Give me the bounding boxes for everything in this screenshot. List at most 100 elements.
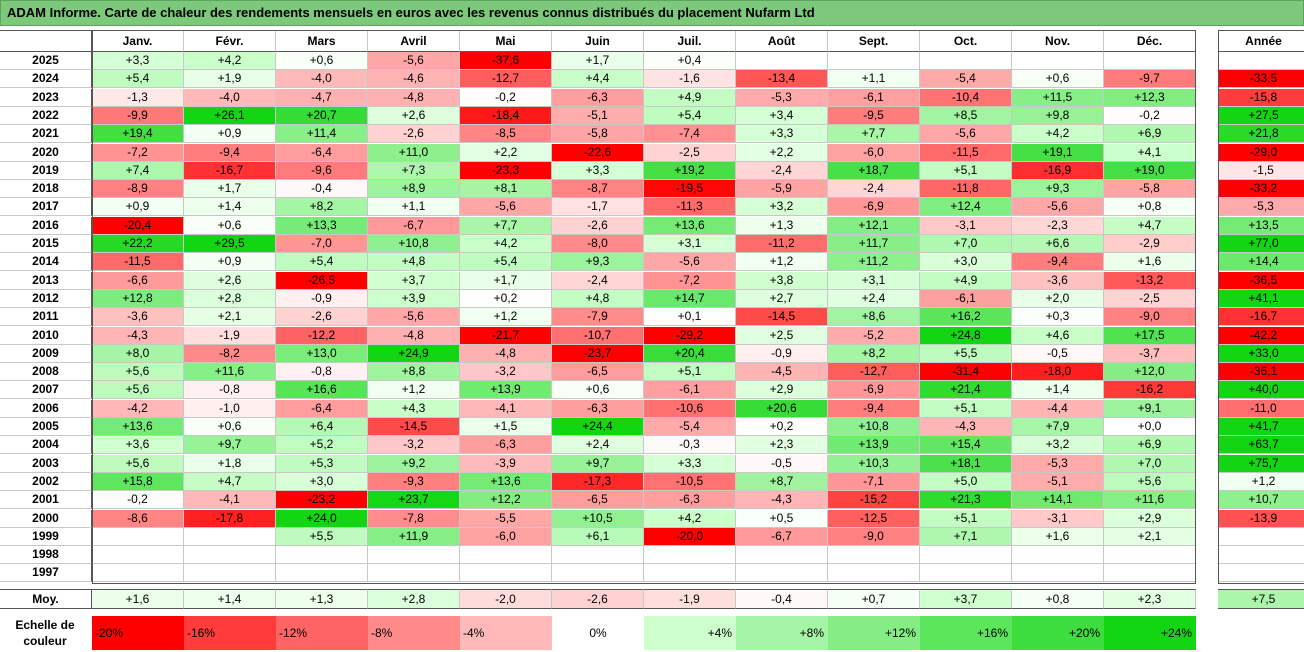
heatmap-cell: -6,5 xyxy=(552,363,644,382)
heatmap-cell: +13,9 xyxy=(828,436,920,455)
heatmap-cell: -2,4 xyxy=(552,271,644,290)
heatmap-cell: +4,7 xyxy=(1104,216,1196,235)
year-label: 2002 xyxy=(0,472,92,491)
heatmap-cell: -14,5 xyxy=(368,418,460,436)
heatmap-cell: +11,5 xyxy=(1012,88,1104,107)
heatmap-cell: +1,2 xyxy=(736,253,828,272)
heatmap-cell: -6,7 xyxy=(736,527,828,546)
year-label: 2008 xyxy=(0,363,92,382)
heatmap-cell: -2,6 xyxy=(552,216,644,235)
heatmap-cell: +3,0 xyxy=(920,253,1012,272)
heatmap-cell: +21,4 xyxy=(920,381,1012,400)
year-label: 1997 xyxy=(0,564,92,583)
annual-return-cell: +27,5 xyxy=(1218,106,1304,125)
annual-return-cell: +63,7 xyxy=(1218,436,1304,455)
heatmap-cell: -20,0 xyxy=(644,527,736,546)
color-scale-swatch: -16% xyxy=(184,616,276,650)
heatmap-cell: -6,7 xyxy=(368,216,460,235)
heatmap-cell: -4,8 xyxy=(368,88,460,107)
annual-return-cell: +75,7 xyxy=(1218,454,1304,473)
heatmap-cell: -7,1 xyxy=(828,472,920,491)
year-label: 2025 xyxy=(0,52,92,70)
heatmap-cell: -4,3 xyxy=(92,326,184,345)
heatmap-cell: +4,9 xyxy=(644,88,736,107)
heatmap-cell xyxy=(1012,52,1104,70)
average-cell: +1,3 xyxy=(276,588,368,609)
heatmap-cell: -8,5 xyxy=(460,125,552,144)
heatmap-cell: -4,6 xyxy=(368,70,460,89)
annual-return-cell: -1,5 xyxy=(1218,161,1304,180)
heatmap-cell: +2,9 xyxy=(1104,509,1196,528)
heatmap-cell: -6,9 xyxy=(828,381,920,400)
heatmap-cell: +13,6 xyxy=(460,472,552,491)
heatmap-cell: +12,4 xyxy=(920,198,1012,217)
heatmap-cell: +6,1 xyxy=(552,527,644,546)
color-scale-swatch: 0% xyxy=(552,616,644,650)
heatmap-cell: +5,3 xyxy=(276,454,368,473)
heatmap-cell: -0,2 xyxy=(460,88,552,107)
heatmap-cell: -16,7 xyxy=(184,161,276,180)
heatmap-cell: -0,5 xyxy=(736,454,828,473)
heatmap-cell: -13,4 xyxy=(736,70,828,89)
heatmap-cell: -5,5 xyxy=(460,509,552,528)
heatmap-cell: +12,3 xyxy=(1104,88,1196,107)
heatmap-cell: +5,4 xyxy=(644,106,736,125)
heatmap-cell: -2,4 xyxy=(736,161,828,180)
year-label: 2014 xyxy=(0,253,92,272)
heatmap-cell: +16,2 xyxy=(920,308,1012,327)
heatmap-cell: +0,4 xyxy=(644,52,736,70)
year-label: 2012 xyxy=(0,289,92,308)
heatmap-cell: -16,2 xyxy=(1104,381,1196,400)
month-header: Oct. xyxy=(920,30,1012,52)
heatmap-cell: +3,8 xyxy=(736,271,828,290)
heatmap-cell: -9,3 xyxy=(368,472,460,491)
heatmap-cell: +3,2 xyxy=(736,198,828,217)
heatmap-cell: +17,5 xyxy=(1104,326,1196,345)
heatmap-cell: +8,2 xyxy=(828,344,920,363)
heatmap-cell: -6,6 xyxy=(92,271,184,290)
heatmap-cell: -31,4 xyxy=(920,363,1012,382)
heatmap-cell: +0,8 xyxy=(1104,198,1196,217)
color-scale-swatch: +8% xyxy=(736,616,828,650)
heatmap-cell: +11,6 xyxy=(1104,491,1196,510)
heatmap-cell: -12,2 xyxy=(276,326,368,345)
average-cell: +3,7 xyxy=(920,588,1012,609)
heatmap-cell: -9,5 xyxy=(828,106,920,125)
year-label: 2021 xyxy=(0,125,92,144)
heatmap-cell: +18,1 xyxy=(920,454,1012,473)
heatmap-cell: +5,1 xyxy=(920,161,1012,180)
heatmap-cell: -17,3 xyxy=(552,472,644,491)
heatmap-cell: +12,1 xyxy=(828,216,920,235)
heatmap-cell: -21,7 xyxy=(460,326,552,345)
heatmap-cell: -6,0 xyxy=(828,143,920,162)
annual-return-cell: +10,7 xyxy=(1218,491,1304,510)
heatmap-cell: +1,8 xyxy=(184,454,276,473)
month-header: Mars xyxy=(276,30,368,52)
heatmap-cell: -10,4 xyxy=(920,88,1012,107)
heatmap-cell: -0,2 xyxy=(92,491,184,510)
heatmap-cell: -11,3 xyxy=(644,198,736,217)
heatmap-cell: -9,4 xyxy=(1012,253,1104,272)
heatmap-cell: +4,2 xyxy=(184,52,276,70)
heatmap-cell: -8,6 xyxy=(92,509,184,528)
color-scale-swatch: +24% xyxy=(1104,616,1196,650)
heatmap-cell: +23,7 xyxy=(368,491,460,510)
heatmap-cell: -5,1 xyxy=(552,106,644,125)
annual-return-cell xyxy=(1218,564,1304,583)
heatmap-cell: -0,9 xyxy=(736,344,828,363)
heatmap-cell: -3,2 xyxy=(368,436,460,455)
heatmap-cell: +9,3 xyxy=(1012,180,1104,199)
heatmap-cell xyxy=(460,546,552,565)
heatmap-cell: -2,9 xyxy=(1104,235,1196,253)
heatmap-cell: +3,3 xyxy=(736,125,828,144)
color-scale-swatch: +20% xyxy=(1012,616,1104,650)
heatmap-cell xyxy=(920,546,1012,565)
heatmap-cell: +4,2 xyxy=(460,235,552,253)
heatmap-cell: -6,4 xyxy=(276,399,368,418)
heatmap-cell: +18,7 xyxy=(828,161,920,180)
heatmap-cell xyxy=(736,52,828,70)
heatmap-cell: +24,8 xyxy=(920,326,1012,345)
heatmap-cell xyxy=(644,564,736,583)
average-cell: +1,4 xyxy=(184,588,276,609)
year-label: 1999 xyxy=(0,527,92,546)
